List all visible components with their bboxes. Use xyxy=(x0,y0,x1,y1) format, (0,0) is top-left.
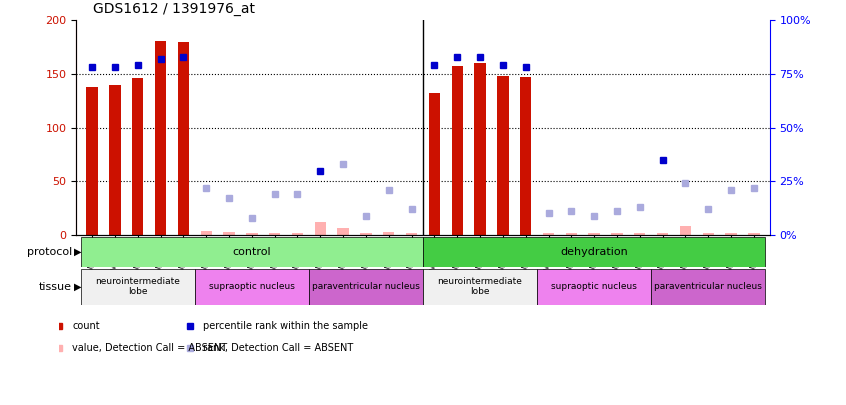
Text: percentile rank within the sample: percentile rank within the sample xyxy=(203,321,368,331)
Bar xyxy=(155,40,167,235)
Text: supraoptic nucleus: supraoptic nucleus xyxy=(552,282,637,291)
Text: rank, Detection Call = ABSENT: rank, Detection Call = ABSENT xyxy=(203,343,354,353)
Bar xyxy=(269,233,280,235)
Bar xyxy=(543,233,554,235)
Bar xyxy=(201,230,212,235)
Text: neurointermediate
lobe: neurointermediate lobe xyxy=(437,277,523,296)
Text: ▶: ▶ xyxy=(74,247,82,257)
Bar xyxy=(589,233,600,235)
Bar xyxy=(566,233,577,235)
Bar xyxy=(423,237,766,267)
Bar xyxy=(406,233,417,235)
Bar xyxy=(679,226,691,235)
Bar xyxy=(309,269,423,305)
Bar xyxy=(651,269,766,305)
Bar xyxy=(748,233,760,235)
Bar xyxy=(475,63,486,235)
Bar xyxy=(80,269,195,305)
Bar xyxy=(292,233,303,235)
Text: ▶: ▶ xyxy=(74,282,82,292)
Bar xyxy=(360,233,371,235)
Bar xyxy=(383,232,394,235)
Bar xyxy=(725,233,737,235)
Bar xyxy=(452,66,463,235)
Bar xyxy=(86,87,98,235)
Text: paraventricular nucleus: paraventricular nucleus xyxy=(654,282,762,291)
Bar xyxy=(702,233,714,235)
Bar xyxy=(429,93,440,235)
Bar xyxy=(246,233,257,235)
Bar xyxy=(537,269,651,305)
Bar xyxy=(520,77,531,235)
Text: neurointermediate
lobe: neurointermediate lobe xyxy=(96,277,180,296)
Bar xyxy=(612,233,623,235)
Bar xyxy=(132,78,144,235)
Text: control: control xyxy=(233,247,272,257)
Text: value, Detection Call = ABSENT: value, Detection Call = ABSENT xyxy=(72,343,228,353)
Bar xyxy=(223,232,234,235)
Text: supraoptic nucleus: supraoptic nucleus xyxy=(209,282,294,291)
Bar xyxy=(423,269,537,305)
Text: paraventricular nucleus: paraventricular nucleus xyxy=(312,282,420,291)
Bar xyxy=(634,233,645,235)
Text: dehydration: dehydration xyxy=(560,247,628,257)
Text: tissue: tissue xyxy=(39,282,72,292)
Bar xyxy=(338,228,349,235)
Text: count: count xyxy=(72,321,100,331)
Bar xyxy=(656,233,668,235)
Bar xyxy=(109,85,121,235)
Bar xyxy=(178,42,190,235)
Bar xyxy=(315,222,326,235)
Bar xyxy=(195,269,309,305)
Bar xyxy=(80,237,423,267)
Text: GDS1612 / 1391976_at: GDS1612 / 1391976_at xyxy=(93,2,255,16)
Text: protocol: protocol xyxy=(27,247,72,257)
Bar xyxy=(497,76,508,235)
